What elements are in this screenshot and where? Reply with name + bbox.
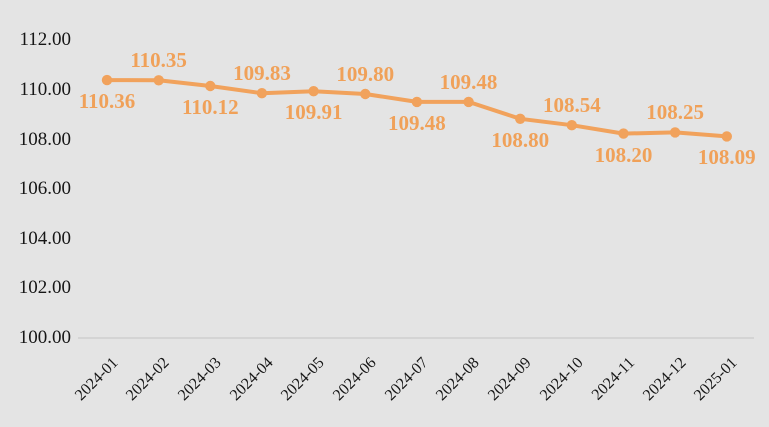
data-point-value-label: 109.83 — [233, 61, 291, 86]
y-axis-tick-label: 100.00 — [18, 327, 71, 348]
data-point-marker — [669, 127, 681, 138]
x-axis-tick-label: 2024-04 — [226, 354, 277, 405]
x-axis-tick-label: 2024-06 — [329, 354, 380, 405]
data-point-marker — [721, 131, 732, 142]
data-point-marker — [566, 120, 577, 131]
y-axis-tick-label: 104.00 — [18, 227, 71, 249]
y-axis-tick-label: 108.00 — [18, 128, 71, 150]
data-point-marker — [515, 113, 526, 125]
x-axis-tick-label: 2024-08 — [433, 354, 483, 405]
x-axis-tick-label: 2024-12 — [639, 354, 690, 405]
x-axis-tick-label: 2024-07 — [381, 354, 432, 405]
data-point-value-label: 109.80 — [336, 61, 395, 86]
y-axis-tick-label: 106.00 — [18, 178, 71, 200]
data-point-value-label: 108.09 — [697, 145, 756, 170]
data-point-value-label: 109.91 — [284, 100, 343, 125]
data-point-marker — [205, 80, 216, 92]
data-point-marker — [153, 75, 164, 86]
y-axis-tick-label: 112.00 — [19, 29, 71, 51]
data-point-marker — [101, 74, 113, 86]
x-axis-tick-label: 2024-02 — [123, 354, 173, 405]
x-axis-tick-label: 2024-05 — [278, 354, 328, 405]
data-point-marker — [360, 88, 371, 100]
data-point-value-label: 109.48 — [388, 110, 446, 135]
data-point-value-label: 108.25 — [646, 100, 705, 125]
x-axis-tick-label: 2024-10 — [536, 354, 587, 405]
data-point-marker — [463, 96, 474, 108]
data-point-marker — [308, 86, 319, 97]
data-point-value-label: 108.54 — [542, 93, 601, 118]
data-point-value-label: 108.80 — [491, 127, 550, 152]
y-axis-tick-label: 110.00 — [19, 79, 71, 100]
data-point-marker — [618, 128, 629, 139]
y-axis-tick-label: 102.00 — [18, 277, 71, 299]
x-axis-tick-label: 2024-01 — [71, 354, 122, 405]
data-point-marker — [256, 88, 268, 99]
data-point-value-label: 110.35 — [130, 48, 187, 73]
data-point-value-label: 110.12 — [182, 95, 239, 120]
x-axis-tick-label: 2024-09 — [484, 354, 535, 405]
x-axis-tick-label: 2025-01 — [691, 354, 742, 405]
x-axis-tick-label: 2024-11 — [588, 354, 638, 404]
data-point-value-label: 110.36 — [78, 89, 136, 114]
data-point-value-label: 108.20 — [594, 142, 653, 167]
x-axis-tick-label: 2024-03 — [174, 354, 225, 405]
data-point-marker — [411, 96, 423, 108]
x-axis-line — [78, 337, 754, 339]
data-point-value-label: 109.48 — [439, 69, 498, 94]
